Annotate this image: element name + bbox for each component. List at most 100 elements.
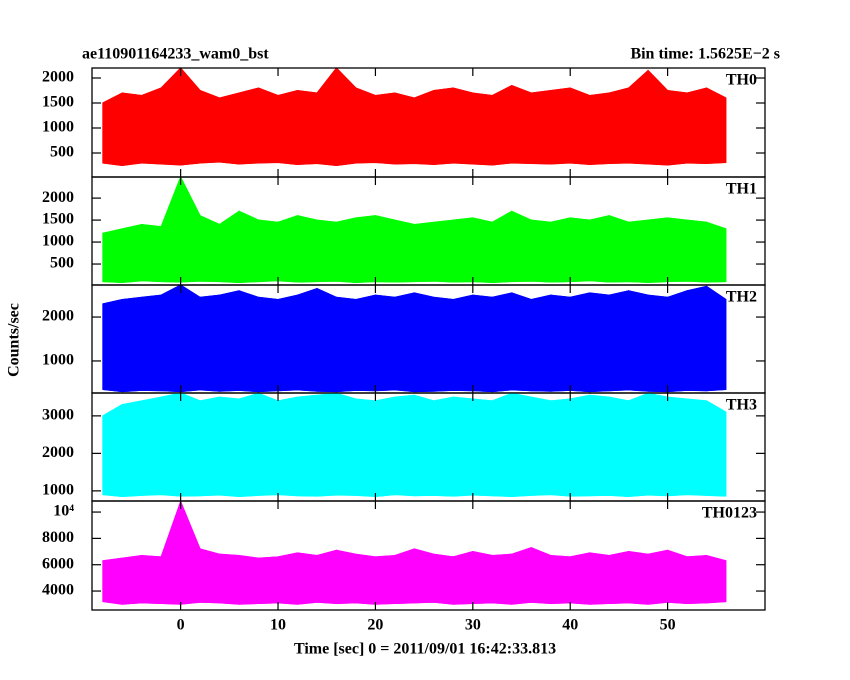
range-band [258, 87, 279, 164]
range-band [608, 290, 630, 392]
panel-label: TH3 [726, 397, 757, 414]
range-edge [102, 501, 727, 562]
range-band [530, 219, 552, 283]
y-tick-label: 2000 [42, 308, 74, 325]
range-edge [102, 393, 727, 417]
range-band [472, 551, 493, 604]
range-band [491, 553, 513, 605]
x-tick-label: 20 [367, 617, 383, 634]
range-band [180, 285, 201, 393]
range-band [628, 219, 649, 283]
range-band [277, 215, 298, 283]
range-band [472, 398, 493, 497]
range-band [219, 553, 240, 605]
range-band [219, 396, 240, 497]
range-band [160, 68, 182, 166]
x-tick-label: 10 [270, 617, 286, 634]
range-band [297, 90, 318, 165]
range-band [433, 87, 454, 165]
range-band [199, 396, 220, 497]
range-band [550, 87, 571, 165]
range-band [316, 549, 337, 604]
range-band [297, 287, 318, 392]
range-band [491, 84, 513, 166]
range-band [667, 290, 688, 393]
range-band [686, 219, 707, 283]
range-band [569, 394, 591, 497]
range-band [199, 548, 220, 604]
range-band [316, 287, 337, 393]
y-tick-label: 10⁴ [53, 503, 74, 520]
range-band [413, 221, 435, 283]
range-band [706, 400, 727, 497]
range-band [667, 90, 688, 166]
panel-label: TH2 [726, 289, 757, 306]
range-band [375, 92, 396, 165]
range-band [647, 549, 669, 605]
range-band [628, 290, 649, 392]
range-band [160, 501, 182, 605]
range-band [141, 396, 162, 496]
range-band [238, 87, 259, 165]
range-edge [102, 161, 727, 167]
range-band [394, 394, 415, 497]
range-band [569, 292, 591, 393]
range-band [530, 90, 552, 165]
range-band [608, 87, 630, 164]
range-band [160, 177, 182, 283]
range-band [102, 557, 123, 605]
x-tick-label: 40 [562, 617, 578, 634]
panel-label: TH1 [726, 181, 757, 198]
range-band [706, 285, 727, 392]
y-tick-label: 1000 [42, 233, 74, 250]
range-band [121, 555, 143, 605]
range-band [141, 294, 162, 392]
range-band [297, 394, 318, 497]
range-band [589, 215, 610, 283]
range-band [550, 555, 571, 604]
range-band [394, 548, 415, 604]
range-band [238, 393, 259, 497]
range-band [141, 555, 162, 604]
range-band [102, 92, 123, 166]
range-band [316, 219, 337, 283]
range-band [355, 398, 376, 497]
range-band [589, 92, 610, 165]
range-band [511, 292, 532, 392]
range-band [667, 549, 688, 604]
range-band [530, 547, 552, 604]
range-band [511, 84, 532, 164]
range-band [452, 551, 474, 605]
range-band [452, 396, 474, 497]
range-band [530, 396, 552, 496]
range-band [394, 292, 415, 393]
range-band [589, 552, 610, 605]
range-band [628, 393, 649, 497]
y-tick-label: 500 [50, 144, 74, 161]
range-band [160, 285, 182, 393]
range-band [433, 553, 454, 605]
x-tick-label: 0 [177, 617, 185, 634]
range-band [667, 396, 688, 497]
range-band [297, 215, 318, 283]
range-band [589, 292, 610, 393]
range-band [608, 215, 630, 283]
range-band [180, 393, 201, 497]
range-band [199, 89, 220, 164]
range-band [277, 89, 298, 165]
range-band [336, 296, 357, 393]
range-band [297, 552, 318, 605]
range-band [375, 215, 396, 283]
y-tick-label: 4000 [42, 582, 74, 599]
range-band [706, 554, 727, 604]
range-band [452, 87, 474, 165]
range-band [258, 219, 279, 283]
range-band [394, 219, 415, 283]
range-band [628, 69, 649, 165]
range-band [121, 92, 143, 166]
range-band [121, 223, 143, 283]
range-band [258, 393, 279, 496]
range-band [199, 215, 220, 283]
range-band [647, 393, 669, 497]
